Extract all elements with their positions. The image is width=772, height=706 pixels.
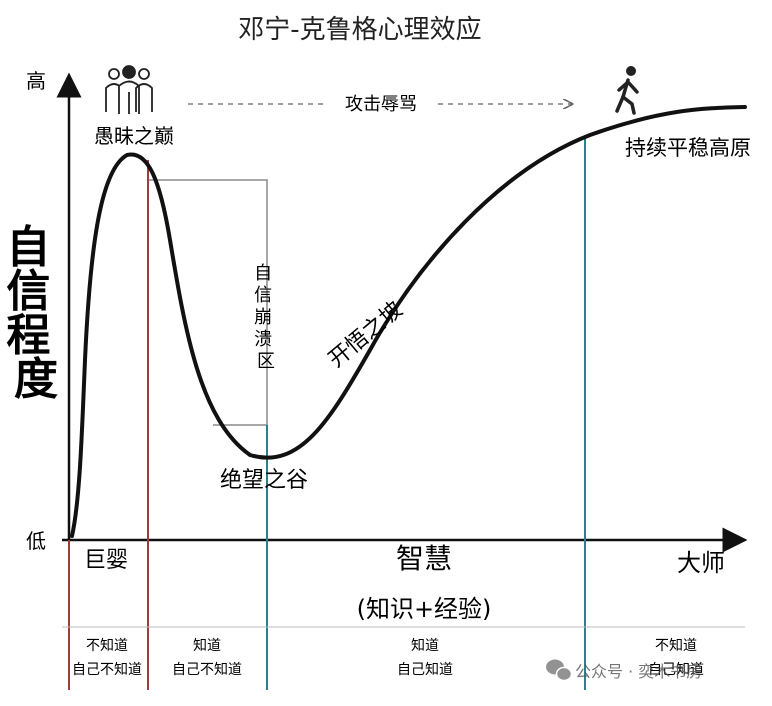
confidence-curve — [70, 105, 747, 538]
y-axis-label: 自 信 程 度 — [6, 222, 65, 405]
wechat-icon — [546, 659, 573, 682]
walking-person-icon — [615, 66, 639, 115]
y-axis-high-label: 高 — [26, 69, 46, 93]
watermark: 公众号 · 奕木书房 — [546, 659, 702, 682]
group-of-people-icon — [105, 65, 153, 114]
plateau-label: 持续平稳高原 — [625, 136, 751, 160]
collapse-zone-bracket — [148, 179, 268, 426]
y-axis-low-label: 低 — [26, 529, 46, 553]
stage-3-line1: 知道 — [411, 637, 439, 654]
arrow-annotation: 攻击辱骂 — [345, 94, 417, 115]
x-axis-label: 智慧 — [396, 542, 452, 575]
x-axis-start-label: 巨婴 — [84, 548, 128, 573]
diagram-title: 邓宁-克鲁格心理效应 — [238, 15, 481, 45]
valley-label: 绝望之谷 — [220, 468, 308, 493]
watermark-text: 公众号 · 奕木书房 — [575, 662, 702, 681]
stage-4-line2: 自己知道 — [648, 661, 704, 678]
collapse-zone-label: 自 信 崩 溃 区 — [254, 263, 278, 372]
stage-4-line1: 不知道 — [655, 637, 697, 654]
slope-label: 开悟之坡 — [324, 297, 407, 373]
stage-2-line1: 知道 — [193, 637, 221, 654]
stage-2-line2: 自己不知道 — [172, 661, 242, 678]
stage-3-line2: 自己知道 — [397, 661, 453, 678]
stage-1-line1: 不知道 — [86, 637, 128, 654]
x-axis-end-label: 大师 — [677, 549, 725, 577]
peak-label: 愚昧之巅 — [94, 124, 174, 148]
stage-1-line2: 自己不知道 — [72, 661, 142, 678]
x-axis-sublabel: (知识+经验) — [357, 595, 492, 623]
